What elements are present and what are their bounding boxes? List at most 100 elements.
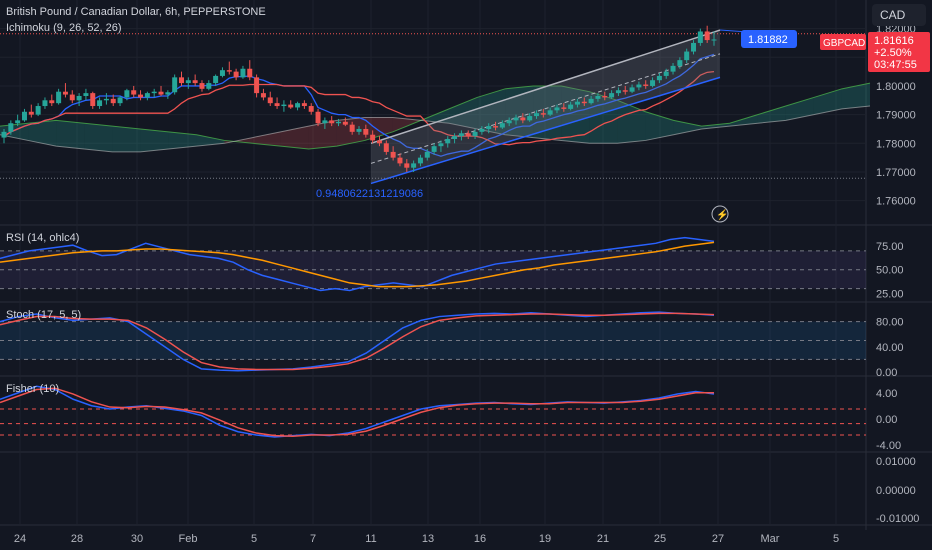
price-axis-tick: 1.78000 (876, 138, 916, 150)
candle-body (151, 91, 157, 94)
price-change-value: +2.50% (874, 47, 912, 59)
time-axis-label: 24 (14, 533, 26, 545)
candle-body (636, 84, 642, 88)
candle-body (213, 75, 219, 84)
rsi-series-line (0, 241, 715, 288)
candle-body (479, 128, 485, 132)
price-axis-tick: 1.77000 (876, 167, 916, 179)
candle-body (83, 93, 89, 96)
time-axis-label: 30 (131, 533, 143, 545)
candle-body (411, 163, 417, 168)
candle-body (308, 106, 314, 112)
candle-body (206, 83, 212, 89)
candle-body (274, 103, 280, 107)
candle-body (267, 97, 273, 104)
candle-body (431, 146, 437, 152)
ichimoku-cloud-segment (701, 123, 730, 129)
regression-channel-fill (371, 30, 720, 184)
ichimoku-cloud-segment (757, 106, 786, 124)
ichimoku-cloud-segment (505, 85, 534, 138)
rsi-series-line (0, 236, 715, 292)
fib-level-label: 0.9480622131219086 (316, 188, 423, 200)
candle-body (581, 101, 587, 104)
candle-body (226, 70, 232, 72)
candle-body (506, 120, 512, 124)
ichimoku-cloud-segment (561, 85, 590, 144)
candle-body (69, 94, 75, 101)
last-price-box (868, 32, 930, 72)
candle-body (697, 31, 703, 43)
candle-body (404, 163, 410, 168)
candle-body (97, 100, 103, 107)
rsi-title: RSI (14, ohlc4) (6, 232, 79, 244)
time-axis-label: 25 (654, 533, 666, 545)
candle-body (240, 68, 246, 78)
candle-body (49, 100, 55, 104)
ichimoku-cloud-segment (673, 120, 702, 135)
candle-body (103, 98, 109, 101)
candle-body (233, 71, 239, 78)
candle-body (643, 84, 649, 86)
candle-body (301, 103, 307, 107)
candle-body (417, 157, 423, 164)
currency-selector-button[interactable]: CAD (872, 4, 926, 26)
time-axis-label: 5 (251, 533, 257, 545)
ichimoku-cloud-segment (589, 91, 618, 144)
candle-body (465, 133, 471, 137)
senkou-span-a-line (0, 82, 871, 150)
candle-body (76, 95, 82, 101)
ichimoku-cloud-segment (112, 126, 141, 152)
time-axis-label: 27 (712, 533, 724, 545)
candle-body (117, 97, 123, 104)
candle-body (281, 104, 287, 107)
candle-body (144, 93, 150, 98)
candle-body (513, 117, 519, 121)
candle-body (534, 113, 539, 117)
fisher-series-line (0, 385, 715, 438)
candle-body (315, 111, 321, 124)
candle-body (629, 87, 635, 92)
ichimoku-cloud-segment (533, 85, 562, 141)
ichimoku-cloud-segment (84, 123, 113, 152)
candle-body (397, 157, 403, 164)
candle-body (363, 128, 369, 135)
candle-body (131, 90, 137, 95)
candle-body (336, 121, 342, 124)
stoch-title: Stoch (17, 5, 5) (6, 309, 81, 321)
candle-body (452, 136, 458, 140)
empty-panel-axis-tick: -0.01000 (876, 513, 919, 525)
fisher-series-line (0, 387, 714, 438)
candle-body (110, 98, 116, 104)
candle-body (547, 110, 553, 115)
time-axis-label: 11 (365, 533, 376, 545)
ichimoku-cloud-segment (252, 131, 281, 147)
candle-body (185, 80, 191, 84)
empty-panel-axis-tick: 0.00000 (876, 485, 916, 497)
candle-body (520, 117, 526, 121)
time-axis-label: 21 (597, 533, 609, 545)
candle-body (260, 93, 266, 98)
candle-body (677, 60, 683, 66)
candle-body (561, 107, 567, 109)
price-axis-tick: 1.76000 (876, 196, 916, 208)
candle-body (247, 68, 253, 78)
candle-body (8, 123, 14, 132)
time-axis-label: 28 (71, 533, 83, 545)
fisher-axis-tick: -4.00 (876, 440, 901, 452)
ichimoku-cloud-segment (280, 126, 309, 150)
candle-body (540, 113, 546, 115)
candle-body (383, 143, 389, 152)
rsi-axis-tick: 75.00 (876, 241, 904, 253)
candle-body (486, 126, 492, 129)
stoch-axis-tick: 0.00 (876, 367, 897, 379)
ichimoku-cloud-segment (196, 134, 225, 147)
candle-body (62, 91, 68, 95)
candle-body (158, 91, 164, 95)
candle-body (554, 107, 560, 111)
empty-panel-axis-tick: 0.01000 (876, 456, 916, 468)
candle-body (21, 111, 27, 121)
candle-body (472, 131, 478, 137)
stoch-series-line (0, 312, 715, 371)
candle-body (458, 133, 464, 137)
